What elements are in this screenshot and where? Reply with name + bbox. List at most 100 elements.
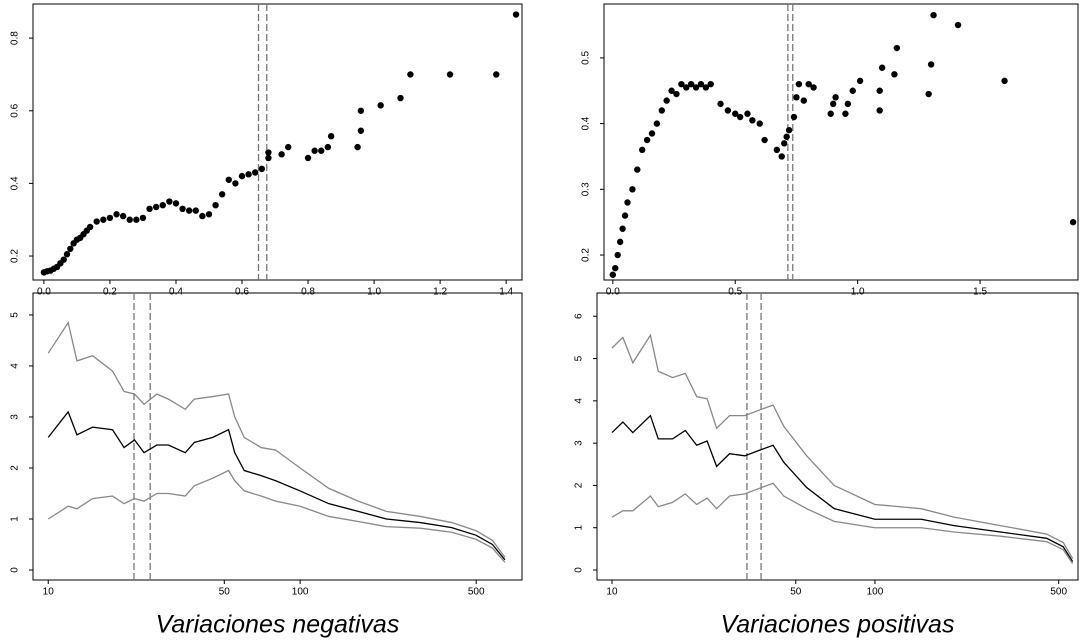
point — [653, 120, 661, 127]
point — [744, 110, 751, 117]
point — [621, 212, 629, 219]
x-tick-label: 500 — [1050, 587, 1067, 598]
y-tick-label: 0.4 — [581, 116, 592, 130]
point — [324, 143, 332, 151]
point — [876, 87, 883, 94]
point — [658, 107, 665, 114]
plot-frame — [32, 292, 523, 581]
point — [842, 110, 849, 117]
x-tick-label: 0.4 — [169, 287, 183, 298]
point — [614, 251, 621, 259]
point — [179, 205, 186, 213]
point — [692, 84, 700, 91]
point — [265, 149, 272, 156]
point — [232, 180, 239, 187]
point — [638, 146, 646, 154]
point — [780, 140, 788, 147]
point — [446, 71, 454, 78]
point — [678, 80, 685, 88]
point — [724, 107, 732, 114]
point — [930, 11, 937, 19]
point — [732, 110, 739, 117]
point — [258, 165, 266, 173]
x-tick-label: 10 — [606, 587, 618, 598]
point — [318, 147, 325, 154]
point — [673, 90, 680, 98]
point — [139, 214, 147, 222]
point — [493, 71, 500, 78]
point — [152, 203, 160, 211]
point — [783, 133, 790, 140]
point — [311, 147, 318, 154]
y-tick-label: 5 — [574, 355, 585, 361]
point — [663, 97, 670, 104]
point — [793, 94, 800, 101]
point — [668, 87, 675, 94]
point — [876, 107, 883, 114]
point — [1001, 77, 1008, 85]
point — [212, 201, 219, 209]
x-tick-label: 1.0 — [367, 287, 381, 298]
point — [683, 84, 690, 91]
point — [357, 107, 365, 114]
point — [63, 251, 71, 258]
point — [199, 212, 206, 220]
point — [119, 212, 127, 220]
point — [761, 136, 768, 144]
point — [106, 214, 114, 222]
point — [643, 136, 651, 144]
point — [245, 171, 252, 178]
x-tick-label: 50 — [219, 587, 231, 598]
point — [126, 216, 133, 223]
point — [707, 80, 714, 88]
x-tick-label: 1.5 — [973, 287, 987, 298]
point — [634, 166, 641, 173]
series-line — [47, 410, 506, 561]
point — [795, 80, 803, 88]
y-tick-label: 0.8 — [10, 31, 21, 45]
y-tick-label: 0.4 — [10, 176, 21, 190]
point — [278, 151, 285, 158]
point — [238, 172, 246, 180]
x-tick-label: 0.6 — [235, 287, 249, 298]
x-tick-label: 50 — [790, 587, 802, 598]
y-tick-label: 2 — [574, 482, 585, 488]
point — [166, 198, 173, 205]
point — [893, 44, 901, 52]
point — [702, 84, 710, 91]
point — [749, 117, 756, 124]
point — [687, 80, 695, 88]
plot-frame — [32, 3, 523, 281]
point — [146, 205, 153, 213]
point — [133, 216, 140, 223]
y-tick-label: 3 — [574, 440, 585, 446]
x-tick-label: 1.2 — [433, 287, 447, 298]
point — [218, 191, 226, 198]
point — [93, 218, 100, 225]
point — [285, 143, 292, 151]
y-tick-label: 4 — [10, 363, 21, 369]
point — [832, 94, 839, 101]
y-tick-label: 1 — [574, 525, 585, 531]
y-tick-label: 0.3 — [581, 182, 592, 196]
y-tick-label: 0.2 — [10, 249, 21, 263]
x-tick-label: 500 — [468, 587, 485, 598]
series-line — [47, 469, 506, 563]
y-tick-label: 0.5 — [581, 50, 592, 64]
point — [717, 100, 724, 108]
x-tick-label: 0.5 — [728, 287, 742, 298]
point — [100, 216, 107, 223]
x-tick-label: 0.8 — [301, 287, 315, 298]
x-tick-label: 0.0 — [37, 287, 51, 298]
point — [1069, 218, 1077, 226]
y-tick-label: 0.6 — [10, 103, 21, 117]
x-tick-label: 10 — [43, 587, 55, 598]
point — [609, 271, 617, 278]
point — [619, 225, 626, 232]
point — [252, 169, 259, 176]
point — [827, 110, 834, 117]
point — [844, 100, 852, 108]
point — [954, 21, 962, 29]
series-line — [611, 414, 1074, 562]
point — [856, 77, 864, 85]
